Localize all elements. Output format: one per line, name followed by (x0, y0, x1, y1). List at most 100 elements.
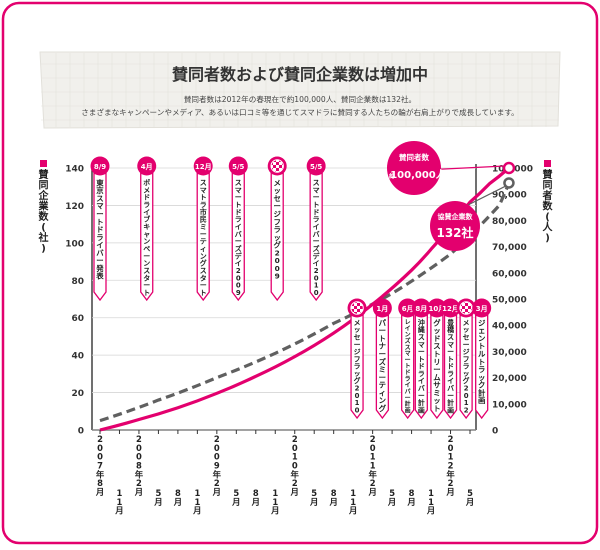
event-badge (90, 156, 110, 176)
event-badge (372, 298, 392, 318)
callout-companies-bubble (430, 201, 480, 251)
event-top: 5/5 スマートドライバーズデイ 2 0 0 9 (228, 156, 248, 302)
y-right-tick-label: 0 (492, 427, 498, 437)
event-badge (411, 298, 431, 318)
y-right-tick-label: 10,000 (492, 400, 527, 410)
event-badge (228, 156, 248, 176)
event-badge-label: 1月 (376, 305, 388, 313)
callout-people-title: 賛同者数 (399, 152, 429, 162)
series-companies-line (99, 182, 511, 423)
y-right-tick-label: 20,000 (492, 374, 527, 384)
description-line-1: 賛同者数は2012年の春現在で約100,000人、賛同企業数は132社。 (184, 94, 416, 104)
y-left-tick-label: 60 (71, 314, 84, 324)
y-right-legend-square (544, 160, 551, 167)
event-label: ポメドライブキャンペーンスタート (143, 178, 150, 297)
event-label: スマートドライバーズデイ 2 0 1 0 (313, 179, 320, 297)
y-left-tick-label: 140 (65, 165, 84, 175)
event-top: メッセージフラッグ 2 0 0 9 (267, 156, 287, 302)
event-badge-label: 4月 (141, 163, 153, 171)
description-line-2: さまざまなキャンペーンやメディア、あるいは口コミ等を通じてスマドラに賛同する人た… (81, 107, 519, 117)
y-right-axis-title: 賛同者数(人) (542, 168, 554, 244)
paper-background (39, 51, 561, 129)
y-left-tick-label: 80 (71, 277, 84, 287)
event-label: グッドストリームサミット (433, 318, 441, 412)
checkered-flag-icon (459, 301, 473, 315)
event-badge-label: 6月 (402, 305, 414, 313)
y-left-tick-label: 100 (65, 239, 84, 249)
event-badge-label: 12月 (442, 305, 459, 313)
callout-people-value: 100,000人 (390, 168, 447, 181)
y-right-tick-label: 50,000 (492, 296, 527, 306)
event-label: 東京スマートドライバー発表 (95, 178, 104, 280)
y-right-tick-label: 80,000 (492, 217, 527, 227)
event-label: メッセージフラッグ 2 0 1 0 (354, 319, 361, 414)
y-right-tick-label: 90,000 (492, 191, 527, 201)
event-label: 沖縄スマートドライバー計画 (418, 318, 425, 414)
event-badge-label: 10月 (429, 305, 446, 313)
y-right-tick-label: 30,000 (492, 348, 527, 358)
x-ticks: 2 0 0 7 年 8 月 1 1 月 2 0 0 8 年 2 月 5 月 8 月 1 1 月 2 0 0 9 年 2 月 5 月 8 月 1 1 月 2 0… (95, 430, 474, 516)
callout-people-prefix: 約 (389, 172, 395, 180)
y-right-tick-label: 60,000 (492, 269, 527, 279)
event-label: メッセージフラッグ 2 0 1 2 (463, 319, 470, 414)
event-badge-label: 3月 (476, 305, 488, 313)
event-badge (306, 156, 326, 176)
event-label: ジェントルトラック計画 (478, 318, 486, 405)
event-badge (398, 298, 418, 318)
series-companies-endpoint (503, 177, 515, 189)
page-title: 賛同者数および賛同企業数は増加中 (172, 65, 428, 84)
event-top: 8/9 東京スマートドライバー発表 (90, 156, 110, 302)
event-label: スマートドライバーズデイ 2 0 0 9 (235, 179, 242, 297)
callout-companies-leader (461, 185, 507, 209)
y-left-tick-label: 40 (71, 352, 84, 362)
event-badge-label: 8/9 (94, 163, 106, 171)
event-top: 5/5 スマートドライバーズデイ 2 0 1 0 (306, 156, 326, 302)
event-badge-label: 8月 (415, 305, 427, 313)
y-left-tick-label: 0 (78, 427, 84, 437)
event-badge-label: 12月 (195, 163, 212, 171)
y-right-tick-label: 40,000 (492, 322, 527, 332)
checkered-flag-icon (350, 301, 364, 315)
event-label: 豊橋スマートドライバー計画 (447, 318, 454, 414)
checkered-flag-icon (270, 159, 284, 173)
event-bottom: メッセージフラッグ 2 0 1 0 (347, 298, 367, 420)
event-badge (427, 298, 447, 318)
paper-grid (41, 53, 559, 127)
event-badge (137, 156, 157, 176)
event-label: スマトラ市民ミーティングスタート (200, 179, 207, 297)
callout-people-bubble (387, 141, 441, 195)
y-left-axis-title: 賛同企業数(社) (38, 168, 50, 255)
event-badge-label: 5/5 (310, 163, 322, 171)
y-left-tick-label: 120 (65, 202, 84, 212)
event-label: レインズスマートドライバー計画 (405, 319, 411, 414)
series-people-endpoint (502, 161, 516, 175)
callout-companies-title: 協賛企業数 (438, 212, 474, 221)
event-badge (441, 298, 461, 318)
